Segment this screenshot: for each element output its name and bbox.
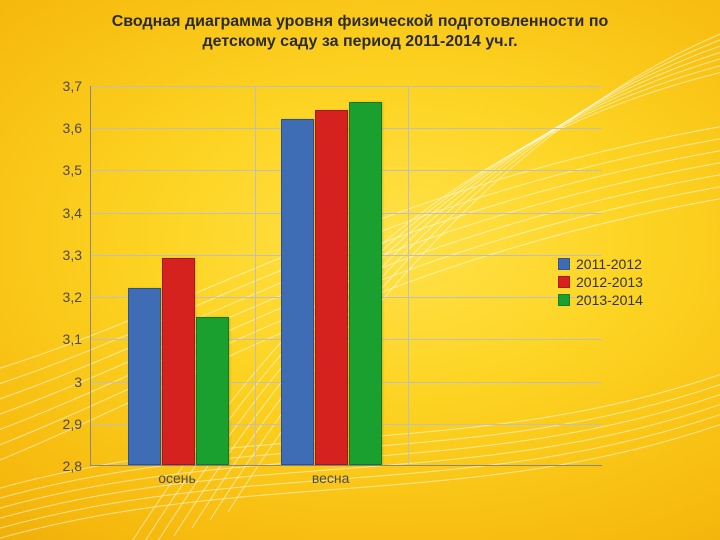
legend-item: 2013-2014 <box>558 292 643 308</box>
bar <box>315 110 348 465</box>
title-line-1: Сводная диаграмма уровня физической подг… <box>0 12 720 32</box>
y-axis: 2,82,933,13,23,33,43,53,63,7 <box>42 86 86 466</box>
bar <box>281 119 314 465</box>
slide: Сводная диаграмма уровня физической подг… <box>0 0 720 540</box>
bar <box>162 258 195 465</box>
legend-label: 2011-2012 <box>576 256 642 272</box>
legend-swatch <box>558 276 570 288</box>
y-tick-label: 3,2 <box>63 289 82 305</box>
legend-label: 2012-2013 <box>576 274 643 290</box>
legend-swatch <box>558 294 570 306</box>
y-tick-label: 3,7 <box>63 78 82 94</box>
y-tick-label: 2,9 <box>63 416 82 432</box>
legend-item: 2012-2013 <box>558 274 643 290</box>
legend-swatch <box>558 258 570 270</box>
bar-chart: 2,82,933,13,23,33,43,53,63,7 осеньвесна <box>42 86 602 506</box>
bar <box>196 317 229 465</box>
y-tick-label: 3,6 <box>63 120 82 136</box>
legend-item: 2011-2012 <box>558 256 643 272</box>
x-axis: осень весна <box>90 470 602 500</box>
x-tick-label: весна <box>312 470 350 486</box>
y-tick-label: 3,4 <box>63 205 82 221</box>
bar <box>128 288 161 465</box>
bars-layer <box>91 86 602 465</box>
x-tick-label: осень <box>158 470 196 486</box>
title-line-2: детскому саду за период 2011-2014 уч.г. <box>0 32 720 52</box>
plot-region <box>90 86 602 466</box>
y-tick-label: 3 <box>74 374 82 390</box>
legend-label: 2013-2014 <box>576 292 643 308</box>
bar <box>349 102 382 465</box>
y-tick-label: 2,8 <box>63 458 82 474</box>
page-title: Сводная диаграмма уровня физической подг… <box>0 12 720 52</box>
y-tick-label: 3,3 <box>63 247 82 263</box>
y-tick-label: 3,1 <box>63 331 82 347</box>
y-tick-label: 3,5 <box>63 162 82 178</box>
chart-legend: 2011-2012 2012-2013 2013-2014 <box>558 254 643 310</box>
